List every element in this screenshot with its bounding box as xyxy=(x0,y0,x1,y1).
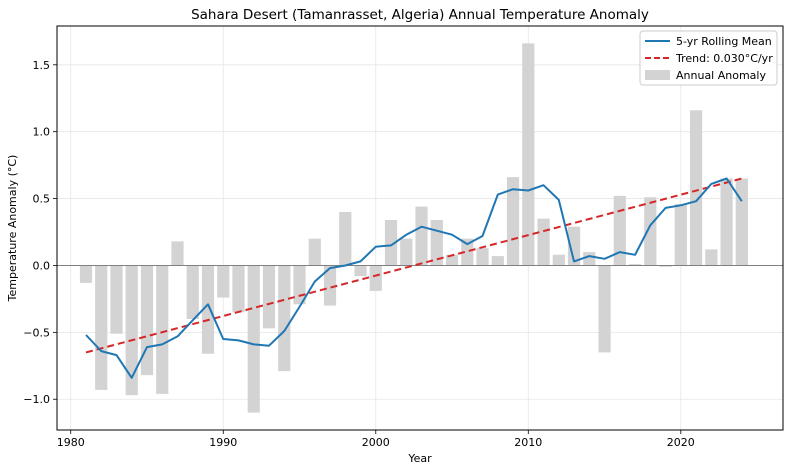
anomaly-bar xyxy=(186,265,199,319)
legend: 5-yr Rolling Mean Trend: 0.030°C/yr Annual… xyxy=(639,30,778,86)
anomaly-bar xyxy=(735,178,748,266)
y-tick-label: 1.5 xyxy=(33,59,51,72)
anomaly-bar xyxy=(476,248,489,266)
x-axis-title: Year xyxy=(407,452,432,465)
legend-label: Annual Anomaly xyxy=(676,69,766,82)
x-tick-label: 1980 xyxy=(57,436,85,449)
anomaly-bar xyxy=(644,197,657,266)
legend-swatch-annual-anomaly xyxy=(645,70,670,80)
anomaly-bar xyxy=(674,203,687,266)
anomaly-bar xyxy=(613,195,626,266)
anomaly-bar xyxy=(583,252,596,266)
anomaly-bar xyxy=(140,265,154,376)
anomaly-bar xyxy=(95,265,108,390)
anomaly-bar xyxy=(156,265,169,394)
anomaly-bar xyxy=(262,265,276,329)
anomaly-bar xyxy=(400,238,413,266)
legend-label: Trend: 0.030°C/yr xyxy=(675,52,773,65)
anomaly-bar xyxy=(689,110,703,266)
y-tick-label: 0.0 xyxy=(33,259,51,272)
anomaly-bar xyxy=(110,265,123,334)
anomaly-bar xyxy=(354,265,367,277)
x-tick-label: 2020 xyxy=(667,436,695,449)
anomaly-bar xyxy=(415,206,428,266)
anomaly-bar xyxy=(720,178,733,266)
anomaly-bar xyxy=(369,265,382,291)
anomaly-bar xyxy=(232,265,245,313)
anomaly-bar xyxy=(506,177,520,266)
anomaly-bar xyxy=(537,218,550,266)
anomaly-bar xyxy=(491,256,504,266)
trend-layer xyxy=(85,177,743,354)
x-tick-label: 2010 xyxy=(514,436,542,449)
anomaly-bar xyxy=(201,265,215,354)
y-axis: −1.0 −0.5 0.0 0.5 1.0 1.5 xyxy=(23,59,57,406)
anomaly-bar xyxy=(247,265,260,413)
y-axis-title: Temperature Anomaly (°C) xyxy=(6,155,19,303)
anomaly-bar xyxy=(278,265,291,372)
anomaly-bar xyxy=(598,265,611,353)
anomaly-bar xyxy=(445,254,459,266)
anomaly-bar xyxy=(567,226,581,266)
anomaly-bar xyxy=(323,265,337,306)
anomaly-bar xyxy=(659,265,672,267)
anomaly-bar xyxy=(522,43,535,266)
rolling-mean-layer xyxy=(85,177,743,379)
legend-label: 5-yr Rolling Mean xyxy=(676,35,772,48)
legend-box xyxy=(639,30,778,86)
anomaly-bar xyxy=(171,241,184,266)
chart-title: Sahara Desert (Tamanrasset, Algeria) Ann… xyxy=(191,7,649,23)
anomaly-bar xyxy=(552,254,565,266)
anomaly-bar xyxy=(308,238,321,266)
y-tick-label: −0.5 xyxy=(23,326,50,339)
y-tick-label: −1.0 xyxy=(23,393,50,406)
y-tick-label: 1.0 xyxy=(33,126,51,139)
anomaly-bar xyxy=(628,264,642,266)
anomaly-bar xyxy=(79,265,93,283)
plot-frame xyxy=(56,25,784,431)
x-axis: 1980 1990 2000 2010 2020 xyxy=(57,430,695,449)
anomaly-bar xyxy=(125,265,138,396)
anomaly-bar xyxy=(339,211,352,266)
rolling-mean-line xyxy=(85,177,743,379)
anomaly-bar xyxy=(705,249,718,266)
trend-line xyxy=(85,177,743,354)
anomaly-bar xyxy=(384,219,398,266)
x-tick-label: 2000 xyxy=(362,436,390,449)
x-tick-label: 1990 xyxy=(209,436,237,449)
y-tick-label: 0.5 xyxy=(33,193,51,206)
anomaly-bar xyxy=(217,265,230,298)
anomaly-bar xyxy=(461,238,474,266)
